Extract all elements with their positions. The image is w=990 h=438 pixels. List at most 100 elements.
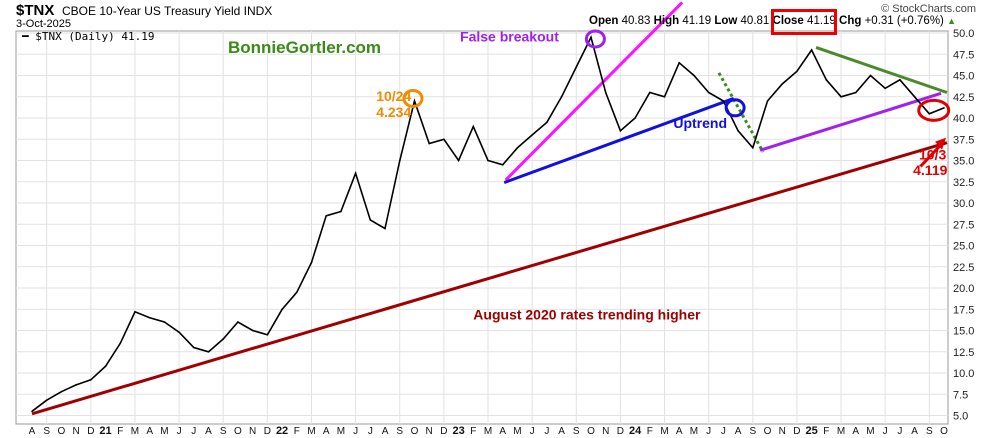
x-tick-label: S — [220, 426, 227, 437]
x-tick-label: J — [721, 426, 726, 437]
price-point — [840, 95, 842, 98]
price-point — [354, 172, 357, 175]
close-highlight-box — [771, 9, 837, 35]
price-point — [707, 91, 710, 94]
price-point — [796, 70, 798, 73]
current-circle — [917, 98, 951, 122]
x-tick-label: O — [411, 426, 419, 437]
legend-text: $TNX (Daily) 41.19 — [35, 30, 155, 43]
price-point — [222, 338, 225, 340]
arrow-head-icon — [935, 137, 947, 150]
x-tick-label: 22 — [276, 425, 288, 437]
x-tick-label: J — [191, 426, 196, 437]
price-point — [119, 342, 122, 345]
chg-label: Chg — [839, 15, 862, 27]
price-point — [193, 346, 195, 349]
false-breakout-label: False breakout — [460, 29, 559, 45]
x-tick-label: A — [323, 426, 330, 437]
price-point — [31, 410, 33, 413]
x-tick-label: D — [264, 426, 271, 437]
x-tick-label: J — [177, 426, 182, 437]
x-tick-label: F — [294, 426, 300, 437]
x-tick-label: M — [690, 426, 698, 437]
price-point — [237, 321, 239, 323]
x-tick-label: A — [735, 426, 742, 437]
price-point — [899, 78, 901, 81]
y-tick-label: 47.5 — [953, 49, 974, 61]
price-point — [295, 291, 298, 294]
false-breakout-line — [504, 1, 684, 182]
x-tick-label: A — [676, 426, 683, 437]
x-tick-label: D — [793, 426, 800, 437]
y-tick-label: 45.0 — [953, 71, 974, 83]
price-point — [178, 331, 180, 334]
y-tick-label: 40.0 — [953, 113, 974, 125]
open-label: Open — [589, 15, 619, 27]
y-tick-label: 42.5 — [953, 92, 974, 104]
x-tick-label: M — [866, 426, 874, 437]
x-tick-label: S — [573, 426, 580, 437]
watermark-site: BonnieGortler.com — [228, 38, 382, 57]
x-tick-label: M — [484, 426, 492, 437]
price-point — [340, 210, 342, 213]
chg-value: +0.31 (+0.76%) — [864, 15, 944, 27]
x-tick-label: M — [660, 426, 668, 437]
price-point — [90, 379, 92, 381]
price-point — [649, 91, 651, 94]
x-tick-label: O — [234, 426, 242, 437]
x-tick-label: A — [852, 426, 859, 437]
price-point — [310, 261, 313, 264]
x-tick-label: 21 — [99, 425, 111, 437]
x-tick-label: A — [205, 426, 212, 437]
price-point — [766, 100, 769, 102]
y-tick-label: 12.5 — [953, 347, 974, 359]
x-tick-label: 23 — [452, 425, 464, 437]
y-tick-label: 15.0 — [953, 326, 974, 338]
x-tick-label: D — [440, 426, 447, 437]
x-tick-label: F — [647, 426, 653, 437]
peak-oct-2023-circle — [584, 29, 606, 49]
price-point — [472, 125, 475, 128]
price-point — [398, 159, 401, 162]
x-tick-label: O — [58, 426, 66, 437]
x-tick-label: S — [926, 426, 933, 437]
x-tick-label: M — [513, 426, 521, 437]
price-point — [501, 163, 504, 166]
support-2024-2025 — [759, 91, 942, 152]
price-point — [148, 316, 151, 319]
oct24-date-label: 10/24 — [376, 88, 411, 104]
x-tick-label: F — [823, 426, 829, 437]
trend-caption: August 2020 rates trending higher — [473, 306, 701, 322]
y-tick-label: 20.0 — [953, 283, 974, 295]
x-tick-label: A — [911, 426, 918, 437]
x-tick-label: A — [499, 426, 506, 437]
price-point — [869, 74, 872, 77]
price-point — [751, 146, 754, 149]
ohlc-bar: Open 40.83 High 41.19 Low 40.81 Close 41… — [589, 15, 956, 27]
x-tick-label: A — [146, 426, 153, 437]
price-point — [531, 134, 533, 136]
x-tick-label: J — [530, 426, 535, 437]
price-point — [810, 49, 813, 51]
y-tick-label: 25.0 — [953, 241, 974, 253]
x-tick-label: 24 — [629, 425, 642, 437]
price-point — [604, 91, 607, 94]
x-tick-label: J — [353, 426, 358, 437]
x-tick-label: N — [779, 426, 786, 437]
x-tick-label: A — [558, 426, 565, 437]
x-tick-label: S — [43, 426, 50, 437]
x-tick-label: N — [602, 426, 609, 437]
price-point — [134, 311, 136, 313]
price-point — [663, 95, 666, 98]
price-point — [560, 95, 563, 98]
y-tick-label: 10.0 — [953, 368, 974, 380]
oct3-value-label: 4.119 — [913, 162, 947, 178]
price-point — [413, 100, 416, 102]
x-tick-label: S — [749, 426, 756, 437]
high-value: 41.19 — [682, 15, 712, 27]
price-point — [384, 227, 386, 230]
price-point — [678, 61, 681, 64]
price-point — [45, 399, 48, 402]
symbol-description: CBOE 10-Year US Treasury Yield INDX — [62, 4, 273, 18]
close-value: 41.19 — [807, 15, 836, 27]
